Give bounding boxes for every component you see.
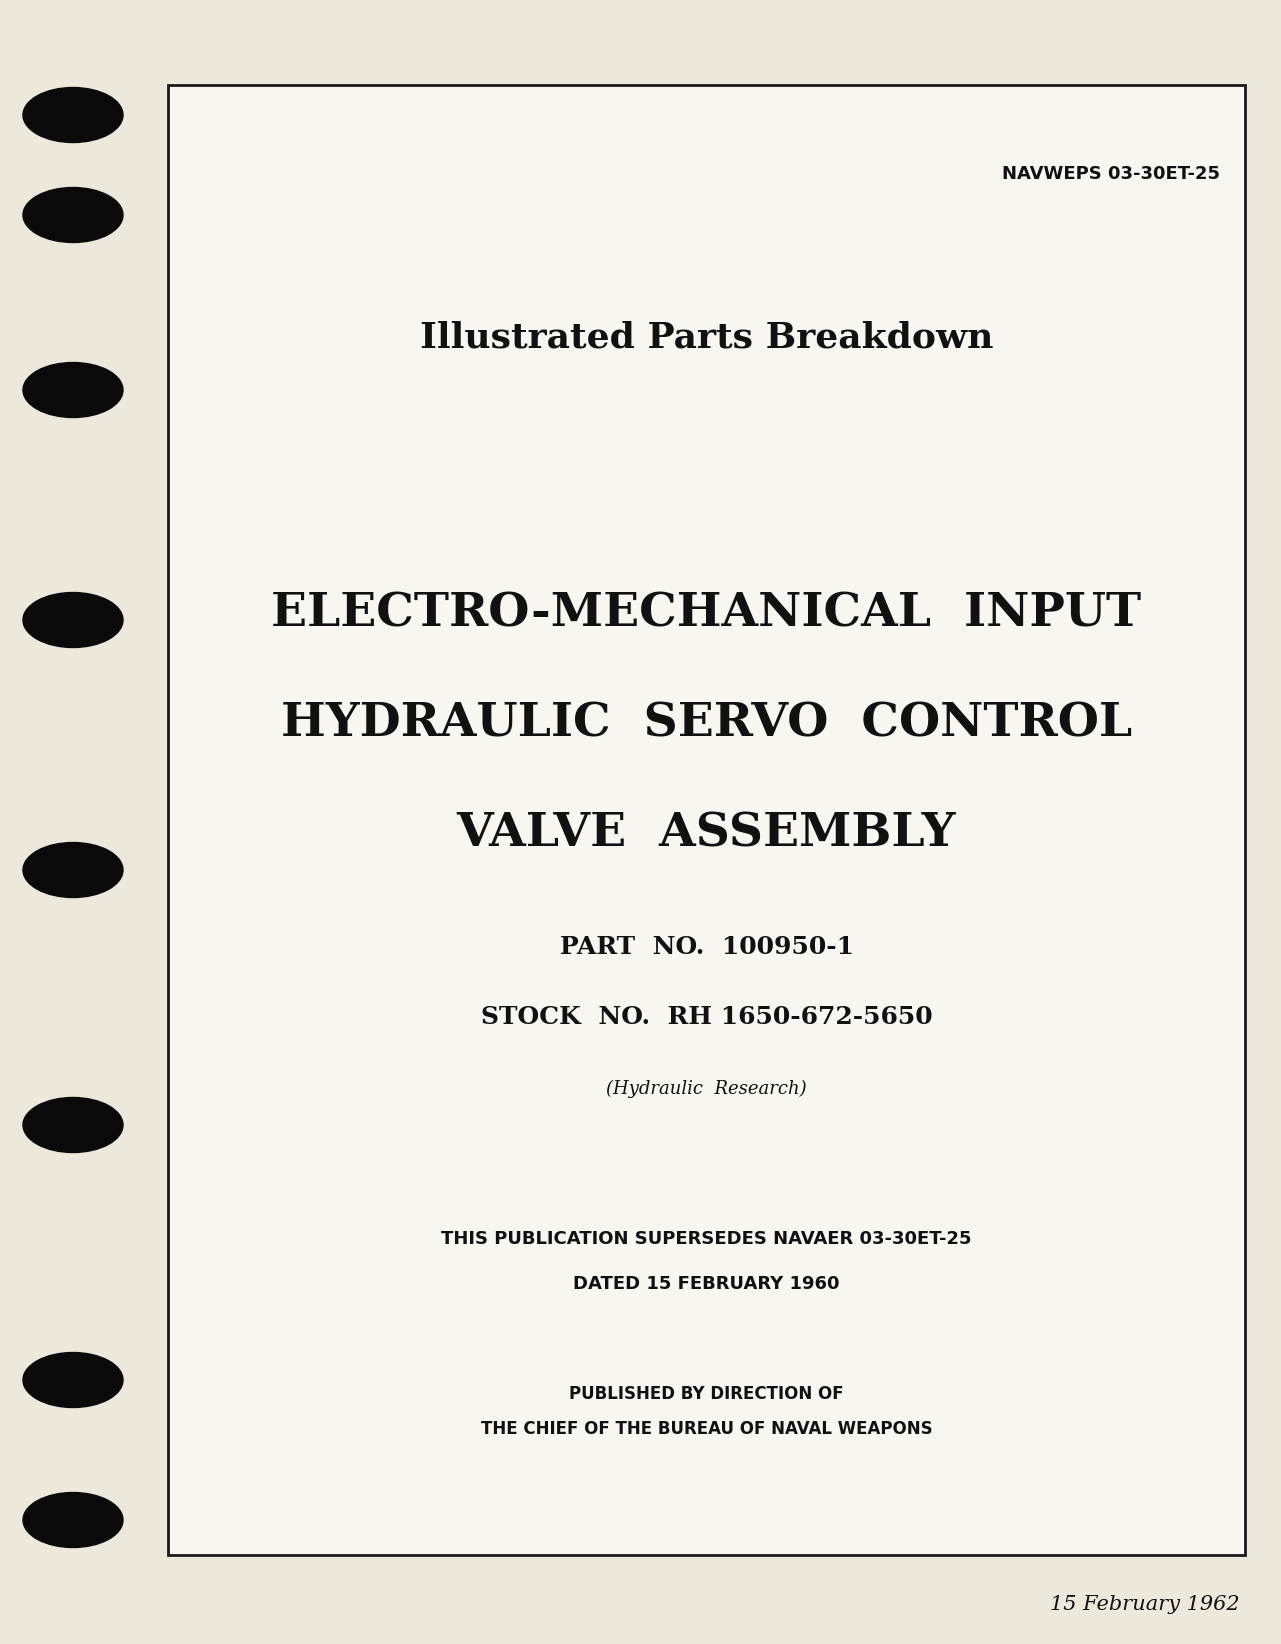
Ellipse shape xyxy=(23,1353,123,1407)
Ellipse shape xyxy=(23,87,123,143)
Text: 15 February 1962: 15 February 1962 xyxy=(1050,1595,1240,1614)
Ellipse shape xyxy=(23,362,123,418)
Text: STOCK  NO.  RH 1650-672-5650: STOCK NO. RH 1650-672-5650 xyxy=(480,1004,933,1029)
Text: THE CHIEF OF THE BUREAU OF NAVAL WEAPONS: THE CHIEF OF THE BUREAU OF NAVAL WEAPONS xyxy=(480,1420,933,1438)
Ellipse shape xyxy=(23,1493,123,1547)
Ellipse shape xyxy=(23,842,123,898)
Text: Illustrated Parts Breakdown: Illustrated Parts Breakdown xyxy=(420,321,993,353)
Text: THIS PUBLICATION SUPERSEDES NAVAER 03-30ET-25: THIS PUBLICATION SUPERSEDES NAVAER 03-30… xyxy=(441,1230,972,1248)
Text: VALVE  ASSEMBLY: VALVE ASSEMBLY xyxy=(457,810,956,857)
Bar xyxy=(168,85,1245,1555)
Text: PART  NO.  100950-1: PART NO. 100950-1 xyxy=(560,935,853,958)
Text: DATED 15 FEBRUARY 1960: DATED 15 FEBRUARY 1960 xyxy=(574,1276,840,1292)
Text: (Hydraulic  Research): (Hydraulic Research) xyxy=(606,1080,807,1098)
Ellipse shape xyxy=(23,592,123,648)
Ellipse shape xyxy=(23,1098,123,1152)
Text: HYDRAULIC  SERVO  CONTROL: HYDRAULIC SERVO CONTROL xyxy=(281,700,1132,746)
Text: ELECTRO-MECHANICAL  INPUT: ELECTRO-MECHANICAL INPUT xyxy=(272,590,1141,636)
Text: NAVWEPS 03-30ET-25: NAVWEPS 03-30ET-25 xyxy=(1002,164,1220,182)
Ellipse shape xyxy=(23,187,123,243)
Text: PUBLISHED BY DIRECTION OF: PUBLISHED BY DIRECTION OF xyxy=(569,1384,844,1402)
